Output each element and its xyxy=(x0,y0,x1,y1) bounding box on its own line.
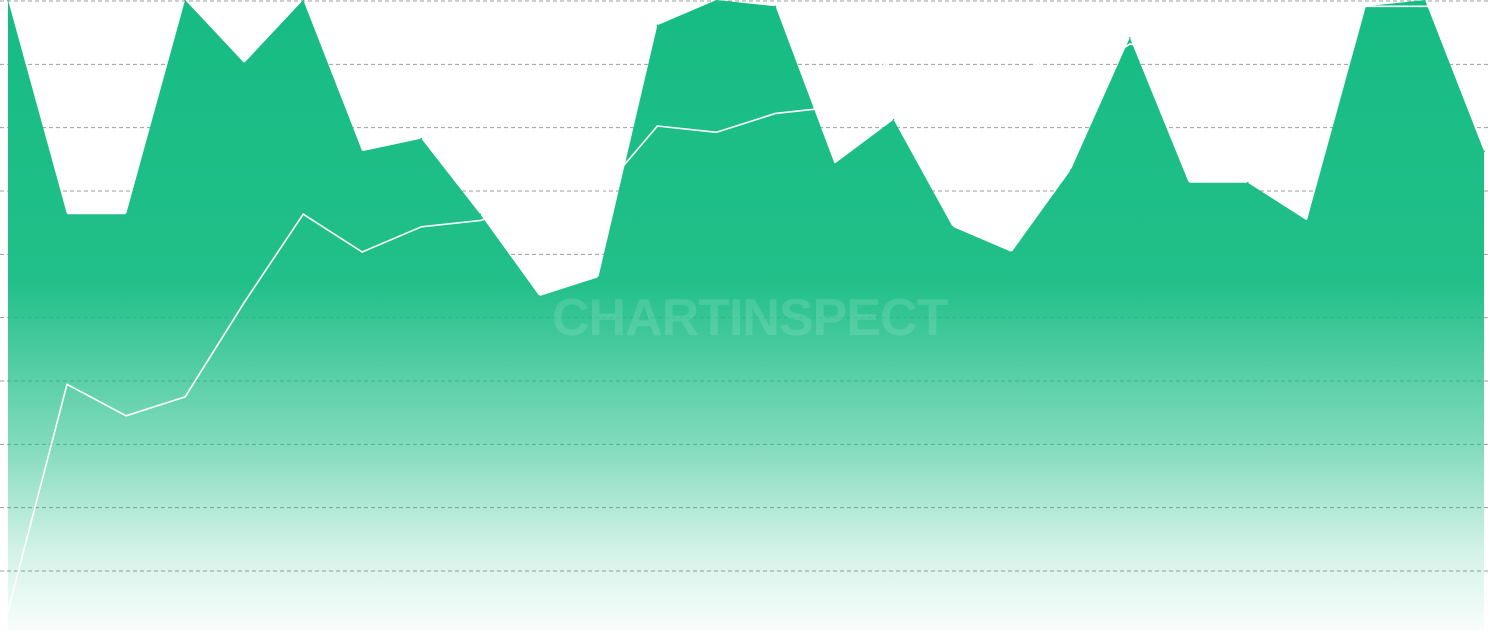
line-point xyxy=(1247,18,1249,20)
line-point xyxy=(1483,5,1485,8)
area-point xyxy=(1010,251,1013,253)
area-point xyxy=(1188,181,1190,184)
area-series xyxy=(8,0,1484,630)
area-point xyxy=(243,62,245,64)
area-point xyxy=(125,213,127,215)
line-layer xyxy=(7,5,1485,612)
line-point xyxy=(420,226,423,228)
area-point xyxy=(1069,169,1072,171)
line-point xyxy=(1365,5,1367,8)
area-point xyxy=(66,213,68,215)
area-point xyxy=(479,213,482,215)
line-point xyxy=(715,131,718,134)
area-point xyxy=(420,137,423,140)
area-point xyxy=(302,0,304,1)
area-point xyxy=(7,0,9,1)
area-point xyxy=(361,150,364,152)
line-point xyxy=(361,251,364,253)
line-point xyxy=(243,301,245,304)
area-point xyxy=(833,163,836,165)
area-point xyxy=(184,0,186,1)
line-point xyxy=(1424,5,1426,8)
area-point xyxy=(892,118,895,121)
line-series xyxy=(7,5,1484,612)
line-point xyxy=(302,213,305,215)
line-point xyxy=(1306,11,1308,14)
area-point xyxy=(774,5,777,8)
line-point xyxy=(125,415,127,417)
area-point xyxy=(715,0,718,1)
area-point xyxy=(951,226,954,228)
line-point xyxy=(1069,81,1072,83)
line-point xyxy=(656,125,659,127)
area-point xyxy=(1306,219,1308,222)
line-point xyxy=(1129,43,1131,45)
area-point xyxy=(538,295,541,297)
area-point xyxy=(1247,181,1249,184)
line-point xyxy=(479,219,482,222)
line-point xyxy=(7,610,9,612)
line-point xyxy=(774,112,777,115)
line-point xyxy=(1010,49,1013,52)
line-point xyxy=(892,55,895,58)
line-point xyxy=(184,396,186,398)
line-point xyxy=(951,62,954,64)
line-point xyxy=(538,200,541,203)
line-point xyxy=(66,383,68,386)
line-point xyxy=(833,106,836,108)
area-point xyxy=(656,24,659,27)
area-point xyxy=(1424,0,1426,1)
area-point xyxy=(1129,37,1131,39)
area-point xyxy=(1483,150,1485,152)
area-point xyxy=(597,276,600,279)
line-point xyxy=(1188,49,1190,52)
area-layer xyxy=(7,0,1485,630)
line-point xyxy=(597,194,600,197)
